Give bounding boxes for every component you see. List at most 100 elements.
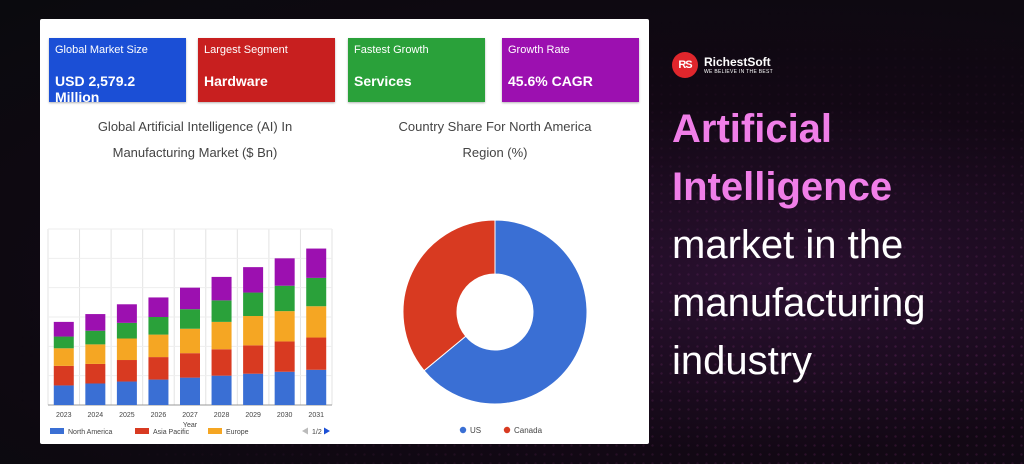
bar-segment [116, 360, 137, 382]
x-tick-label: 2025 [119, 412, 135, 419]
bar-segment [85, 383, 106, 405]
bar-segment [53, 385, 74, 405]
legend-label: Europe [226, 429, 249, 436]
stat-label: Largest Segment [204, 44, 288, 56]
bar-segment [53, 336, 74, 349]
bar-segment [211, 375, 232, 405]
x-tick-label: 2027 [182, 412, 198, 419]
bar-segment [306, 369, 327, 405]
stat-label: Growth Rate [508, 44, 570, 56]
legend-swatch [459, 426, 467, 434]
bar-segment [274, 341, 295, 372]
bar-segment [116, 304, 137, 323]
donut-chart: US Canada [402, 219, 588, 435]
bar-segment [148, 379, 169, 405]
bar-segment [211, 276, 232, 301]
bar-segment [148, 357, 169, 380]
bar-segment [274, 285, 295, 312]
stat-value: Hardware [204, 73, 268, 89]
bar-segment [180, 353, 200, 378]
stat-growth-rate: Growth Rate 45.6% CAGR [502, 38, 639, 102]
legend-label: Canada [514, 426, 543, 435]
stat-value: 45.6% CAGR [508, 73, 593, 89]
x-tick-label: 2030 [277, 412, 293, 419]
bar-segment [306, 248, 327, 278]
donut-chart-title-line: Country Share For North America [398, 119, 592, 134]
bar-segment [148, 317, 169, 335]
bar-segment [211, 349, 232, 376]
headline-highlight-line: Intelligence [672, 165, 893, 209]
bar-segment [243, 267, 264, 293]
donut-chart-title-line: Region (%) [462, 145, 528, 160]
bar-segment [85, 363, 106, 384]
headline: Artificial Intelligence market in the ma… [672, 100, 1017, 390]
legend-swatch [135, 428, 149, 434]
bar-chart-title-line: Global Artificial Intelligence (AI) In [97, 119, 293, 134]
stat-value: Services [354, 73, 412, 89]
headline-highlight-line: Artificial [672, 107, 833, 151]
x-axis-label: Year [183, 422, 198, 429]
stat-label: Global Market Size [55, 44, 148, 56]
stacked-bar-chart: 2023 2024 2025 2026 2027 2028 2029 2030 2031 Year… [47, 228, 333, 436]
brand-block: RS RichestSoft WE BELIEVE IN THE BEST [672, 52, 773, 78]
x-tick-label: 2029 [245, 412, 261, 419]
bar-segment [243, 345, 264, 374]
donut-slice [402, 219, 496, 372]
bar-segment [211, 300, 232, 322]
legend-swatch [50, 428, 64, 434]
bar-segment [85, 344, 106, 364]
bar-segment [243, 373, 264, 405]
bar-segment [274, 371, 295, 405]
legend-swatch [208, 428, 222, 434]
x-tick-label: 2028 [214, 412, 230, 419]
bar-segment [180, 309, 200, 329]
stat-value: USD 2,579.2 Million [55, 73, 136, 105]
bar-segment [85, 330, 106, 345]
bar-segment [53, 348, 74, 366]
bar-segment [53, 321, 74, 337]
bar-segment [85, 314, 106, 331]
bar-segment [180, 287, 200, 310]
headline-line: industry [672, 339, 813, 383]
bar-segment [148, 334, 169, 358]
bar-segment [211, 321, 232, 350]
bar-segment [306, 277, 327, 307]
bar-segment [274, 258, 295, 286]
x-tick-label: 2026 [151, 412, 167, 419]
bar-segment [116, 381, 137, 405]
triangle-left-icon [302, 427, 308, 435]
bar-segment [53, 365, 74, 386]
bar-segment [243, 292, 264, 317]
legend-swatch [503, 426, 511, 434]
bar-segment [274, 311, 295, 342]
legend-label: North America [68, 429, 112, 436]
brand-tagline: WE BELIEVE IN THE BEST [704, 69, 774, 75]
headline-line: market in the [672, 223, 904, 267]
bar-segment [116, 338, 137, 361]
brand-logo-icon: RS [672, 52, 698, 78]
stat-market-size: Global Market Size USD 2,579.2 Million [49, 38, 186, 105]
bar-segment [306, 306, 327, 338]
legend-label: US [470, 426, 481, 435]
donut-slice [423, 219, 588, 405]
bar-segment [148, 297, 169, 317]
bar-segment [116, 322, 137, 339]
x-tick-label: 2023 [56, 412, 72, 419]
x-tick-label: 2031 [308, 412, 324, 419]
bar-segment [306, 337, 327, 370]
bar-segment [180, 328, 200, 354]
bar-segment [243, 316, 264, 346]
stat-largest-segment: Largest Segment Hardware [198, 38, 335, 102]
pager-text: 1/2 [312, 429, 322, 436]
x-tick-label: 2024 [88, 412, 104, 419]
bar-chart-title: Global Artificial Intelligence (AI) In M… [60, 114, 330, 166]
triangle-right-icon [324, 427, 330, 435]
infographic-card: Global Market Size USD 2,579.2 Million L… [40, 19, 649, 444]
stat-fastest-growth: Fastest Growth Services [348, 38, 485, 102]
brand-name: RichestSoft [704, 55, 771, 69]
bar-chart-title-line: Manufacturing Market ($ Bn) [112, 145, 278, 160]
stat-label: Fastest Growth [354, 44, 429, 56]
legend-label: Asia Pacific [153, 429, 190, 436]
donut-chart-title: Country Share For North America Region (… [360, 114, 630, 166]
headline-line: manufacturing [672, 281, 926, 325]
